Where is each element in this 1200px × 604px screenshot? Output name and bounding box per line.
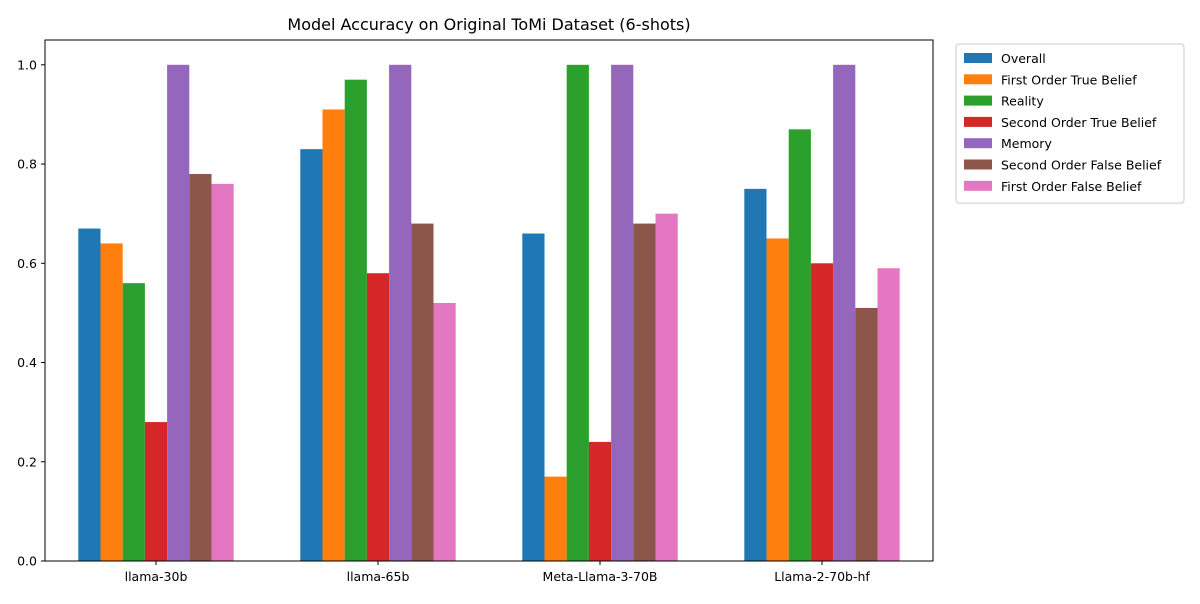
legend-swatch xyxy=(964,180,992,191)
bar xyxy=(655,213,678,561)
chart-title: Model Accuracy on Original ToMi Dataset … xyxy=(287,15,690,34)
bar xyxy=(78,228,101,562)
bar xyxy=(433,302,456,561)
legend-label: Second Order False Belief xyxy=(1001,158,1162,173)
bar xyxy=(522,233,545,561)
legend-label: First Order False Belief xyxy=(1001,179,1142,194)
bar xyxy=(633,223,656,562)
bar xyxy=(389,64,412,562)
legend-swatch xyxy=(964,116,992,127)
bar xyxy=(566,64,589,562)
bar xyxy=(611,64,634,562)
y-tick-label: 0.4 xyxy=(17,355,37,370)
bar xyxy=(300,149,323,561)
x-tick-label: Llama-2-70b-hf xyxy=(774,569,870,584)
bar xyxy=(344,79,367,561)
y-tick-label: 0.2 xyxy=(17,454,37,469)
legend: Overall First Order True Belief Reality Sec… xyxy=(955,43,1185,204)
legend-label: Second Order True Belief xyxy=(1001,115,1157,130)
legend-label: First Order True Belief xyxy=(1001,72,1137,87)
bar xyxy=(744,188,767,561)
bar xyxy=(588,441,612,561)
legend-swatch xyxy=(964,138,992,149)
y-tick-label: 0.0 xyxy=(17,554,37,569)
bar xyxy=(855,307,878,561)
bar xyxy=(810,263,834,561)
x-tick-label: Meta-Llama-3-70B xyxy=(543,569,658,584)
bar xyxy=(189,173,212,561)
bar xyxy=(411,223,434,562)
bar xyxy=(167,64,190,562)
x-tick-label: llama-65b xyxy=(347,569,410,584)
bar xyxy=(877,268,900,561)
plot-frame xyxy=(44,39,934,562)
legend-box xyxy=(955,43,1185,204)
bar xyxy=(144,422,168,561)
y-tick-label: 1.0 xyxy=(17,57,37,72)
legend-label: Reality xyxy=(1001,94,1044,109)
legend-swatch xyxy=(964,74,992,85)
y-tick-label: 0.8 xyxy=(17,157,37,172)
bar xyxy=(544,476,567,561)
bar xyxy=(766,238,789,561)
bar xyxy=(788,129,811,562)
bar xyxy=(366,273,390,561)
y-tick-label: 0.6 xyxy=(17,256,37,271)
axes-layer: 0.0 0.2 0.4 0.6 0.8 1.0 llama-30b llama-65b Meta… xyxy=(17,39,934,584)
x-tick-label: llama-30b xyxy=(125,569,188,584)
legend-swatch xyxy=(964,159,992,170)
legend-label: Overall xyxy=(1001,51,1046,66)
bars-layer xyxy=(78,64,900,562)
bar xyxy=(833,64,856,562)
legend-swatch xyxy=(964,53,992,63)
bar xyxy=(322,109,345,561)
legend-swatch xyxy=(964,95,992,106)
legend-label: Memory xyxy=(1001,136,1052,151)
bar xyxy=(211,183,234,561)
bar xyxy=(100,243,123,561)
bar xyxy=(122,283,145,561)
